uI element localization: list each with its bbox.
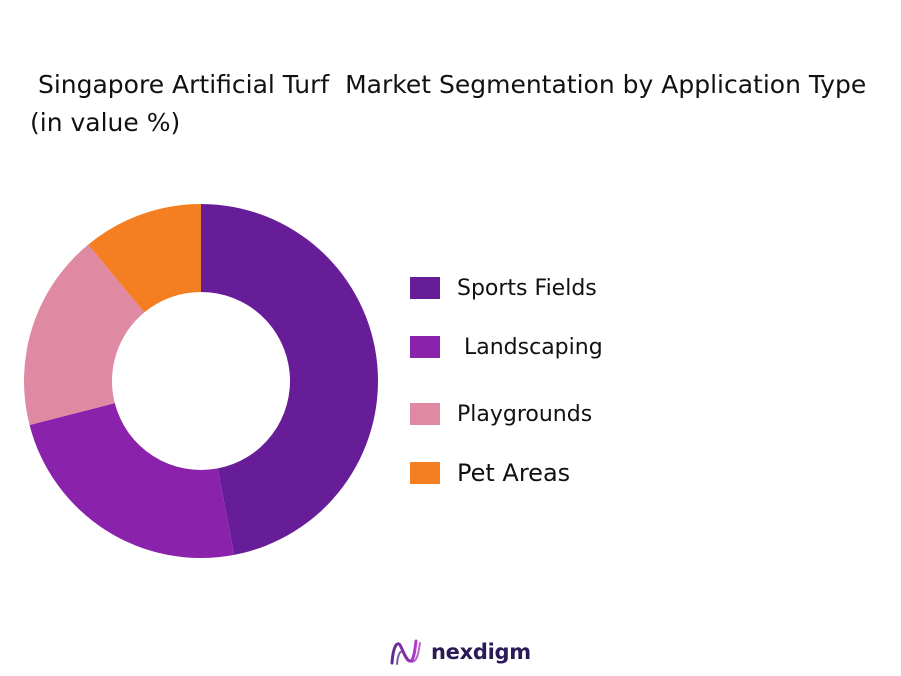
- legend-item-playgrounds: Playgrounds: [410, 399, 592, 429]
- donut-slice-sports-fields: [201, 204, 379, 555]
- legend-swatch-landscaping: [410, 336, 440, 358]
- legend-swatch-playgrounds: [410, 403, 440, 425]
- legend-swatch-pet-areas: [410, 462, 440, 484]
- legend-swatch-sports-fields: [410, 277, 440, 299]
- donut-slice-landscaping: [29, 403, 235, 558]
- legend-item-landscaping: Landscaping: [410, 332, 603, 362]
- donut-slices: [24, 204, 379, 558]
- chart-legend: Sports Fields Landscaping Playgrounds Pe…: [410, 0, 710, 676]
- donut-slice-pet-areas: [88, 204, 201, 313]
- legend-label-landscaping: Landscaping: [457, 334, 603, 360]
- nexdigm-logo-icon: [390, 639, 421, 665]
- chart-title: Singapore Artificial Turf Market Segment…: [30, 70, 883, 137]
- legend-item-sports-fields: Sports Fields: [410, 273, 597, 303]
- brand-name: nexdigm: [431, 640, 531, 664]
- legend-label-pet-areas: Pet Areas: [457, 459, 571, 487]
- legend-label-sports-fields: Sports Fields: [457, 275, 597, 301]
- donut-slice-playgrounds: [24, 244, 145, 426]
- legend-item-pet-areas: Pet Areas: [410, 458, 570, 488]
- legend-label-playgrounds: Playgrounds: [457, 401, 593, 427]
- brand-logo: nexdigm: [389, 634, 531, 670]
